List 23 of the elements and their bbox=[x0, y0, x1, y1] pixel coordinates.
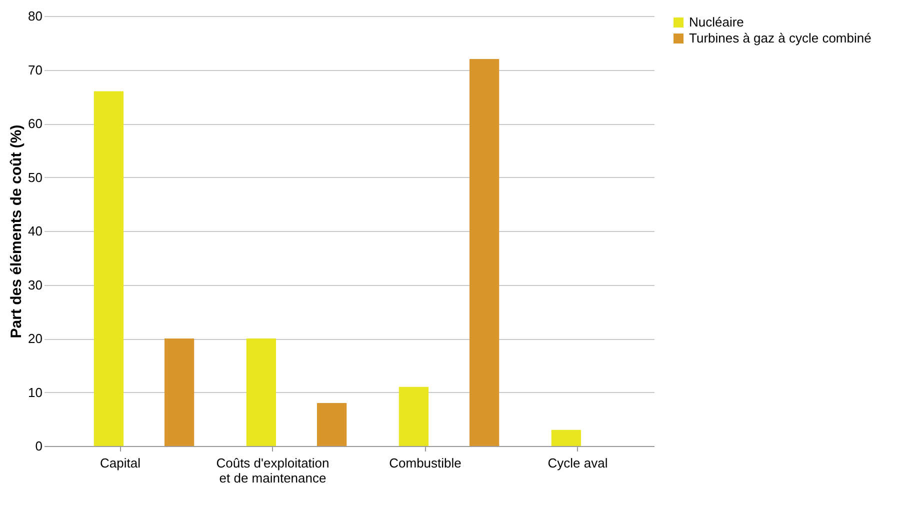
bar bbox=[398, 386, 429, 446]
x-tick-label: Cycle aval bbox=[548, 456, 608, 470]
bar bbox=[164, 338, 194, 446]
bar bbox=[316, 403, 347, 446]
y-axis-title: Part des éléments de coût (%) bbox=[8, 124, 26, 338]
y-tick-label: 40 bbox=[28, 224, 42, 238]
y-tick-label: 70 bbox=[28, 62, 42, 78]
bar bbox=[469, 59, 500, 446]
bar bbox=[551, 430, 582, 446]
bar bbox=[94, 91, 124, 446]
y-tick-label: 20 bbox=[28, 331, 42, 346]
x-tick-label: Coûts d'exploitation et de maintenance bbox=[216, 456, 330, 486]
legend-label: Turbines à gaz à cycle combiné bbox=[689, 30, 872, 46]
y-tick-label: 80 bbox=[28, 8, 42, 24]
x-tick-label: Combustible bbox=[389, 456, 462, 470]
y-tick-label: 60 bbox=[28, 116, 42, 131]
legend-label: Nucléaire bbox=[689, 14, 744, 30]
x-tick-label: Capital bbox=[100, 456, 141, 470]
y-tick-label: 30 bbox=[28, 277, 42, 292]
y-tick-label: 10 bbox=[28, 384, 42, 400]
bar bbox=[246, 338, 276, 446]
y-tick-label: 0 bbox=[35, 438, 42, 454]
y-tick-label: 50 bbox=[28, 170, 42, 185]
